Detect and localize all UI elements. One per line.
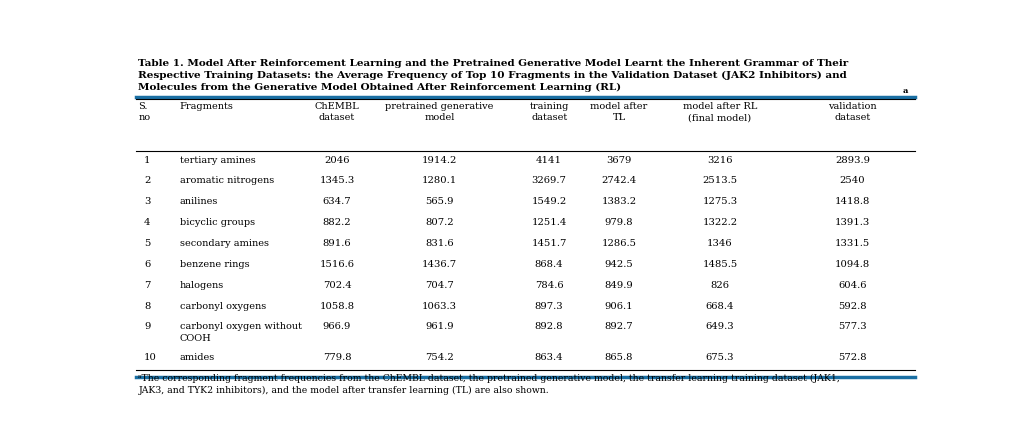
- Text: 8: 8: [144, 301, 151, 310]
- Text: 979.8: 979.8: [605, 218, 633, 227]
- Text: 1391.3: 1391.3: [835, 218, 870, 227]
- Text: 868.4: 868.4: [535, 260, 564, 269]
- Text: 649.3: 649.3: [705, 322, 734, 332]
- Text: 1383.2: 1383.2: [602, 197, 637, 206]
- Text: 1549.2: 1549.2: [532, 197, 567, 206]
- Text: 634.7: 634.7: [323, 197, 352, 206]
- Text: 831.6: 831.6: [425, 239, 454, 248]
- Text: 1094.8: 1094.8: [835, 260, 870, 269]
- Text: 1058.8: 1058.8: [320, 301, 355, 310]
- Text: 1345.3: 1345.3: [320, 176, 355, 185]
- Text: training
dataset: training dataset: [530, 102, 569, 123]
- Text: S.
no: S. no: [138, 102, 151, 123]
- Text: 6: 6: [144, 260, 151, 269]
- Text: 1451.7: 1451.7: [531, 239, 567, 248]
- Text: 3679: 3679: [607, 156, 631, 165]
- Text: 892.8: 892.8: [535, 322, 564, 332]
- Text: model after RL
(final model): model after RL (final model): [683, 102, 757, 123]
- Text: 5: 5: [144, 239, 151, 248]
- Text: 1485.5: 1485.5: [702, 260, 738, 269]
- Text: 1914.2: 1914.2: [422, 156, 457, 165]
- Text: 604.6: 604.6: [838, 281, 867, 290]
- Text: bicyclic groups: bicyclic groups: [179, 218, 255, 227]
- Text: carbonyl oxygens: carbonyl oxygens: [179, 301, 266, 310]
- Text: 10: 10: [144, 353, 157, 362]
- Text: 9: 9: [144, 322, 151, 332]
- Text: 1322.2: 1322.2: [702, 218, 738, 227]
- Text: carbonyl oxygen without
COOH: carbonyl oxygen without COOH: [179, 322, 301, 343]
- Text: aromatic nitrogens: aromatic nitrogens: [179, 176, 274, 185]
- Text: 2893.9: 2893.9: [835, 156, 870, 165]
- Text: 2540: 2540: [839, 176, 865, 185]
- Text: 668.4: 668.4: [705, 301, 734, 310]
- Text: 2513.5: 2513.5: [702, 176, 738, 185]
- Text: 1275.3: 1275.3: [702, 197, 738, 206]
- Text: 1251.4: 1251.4: [531, 218, 567, 227]
- Text: 702.4: 702.4: [323, 281, 352, 290]
- Text: 849.9: 849.9: [605, 281, 633, 290]
- Text: 865.8: 865.8: [605, 353, 633, 362]
- Text: 961.9: 961.9: [425, 322, 454, 332]
- Text: 4141: 4141: [536, 156, 562, 165]
- Text: 3: 3: [144, 197, 151, 206]
- Text: anilines: anilines: [179, 197, 218, 206]
- Text: 966.9: 966.9: [323, 322, 352, 332]
- Text: 3216: 3216: [707, 156, 733, 165]
- Text: 807.2: 807.2: [425, 218, 454, 227]
- Text: 1436.7: 1436.7: [422, 260, 457, 269]
- Text: 592.8: 592.8: [838, 301, 867, 310]
- Text: 1346: 1346: [707, 239, 733, 248]
- Text: halogens: halogens: [179, 281, 224, 290]
- Text: 1331.5: 1331.5: [835, 239, 870, 248]
- Text: 891.6: 891.6: [323, 239, 352, 248]
- Text: 779.8: 779.8: [323, 353, 352, 362]
- Text: 1286.5: 1286.5: [602, 239, 637, 248]
- Text: benzene rings: benzene rings: [179, 260, 249, 269]
- Text: 1280.1: 1280.1: [422, 176, 457, 185]
- Text: 4: 4: [144, 218, 151, 227]
- Text: model after
TL: model after TL: [590, 102, 648, 123]
- Text: amides: amides: [179, 353, 215, 362]
- Text: 1063.3: 1063.3: [422, 301, 457, 310]
- Text: 863.4: 863.4: [535, 353, 564, 362]
- Text: Fragments: Fragments: [179, 102, 234, 111]
- Text: 2: 2: [144, 176, 151, 185]
- Text: 1418.8: 1418.8: [835, 197, 870, 206]
- Text: 784.6: 784.6: [535, 281, 564, 290]
- Text: validation
dataset: validation dataset: [828, 102, 877, 123]
- Text: 826: 826: [710, 281, 730, 290]
- Text: 1516.6: 1516.6: [320, 260, 355, 269]
- Text: 882.2: 882.2: [323, 218, 352, 227]
- Text: 577.3: 577.3: [838, 322, 867, 332]
- Text: ᵃThe corresponding fragment frequencies from the ChEMBL dataset, the pretrained : ᵃThe corresponding fragment frequencies …: [138, 374, 840, 395]
- Text: 3269.7: 3269.7: [532, 176, 567, 185]
- Text: a: a: [902, 87, 908, 95]
- Text: 2742.4: 2742.4: [602, 176, 637, 185]
- Text: 897.3: 897.3: [535, 301, 564, 310]
- Text: 754.2: 754.2: [425, 353, 454, 362]
- Text: 2046: 2046: [324, 156, 350, 165]
- Text: 704.7: 704.7: [425, 281, 454, 290]
- Text: 1: 1: [144, 156, 151, 165]
- Text: 942.5: 942.5: [605, 260, 633, 269]
- Text: tertiary amines: tertiary amines: [179, 156, 255, 165]
- Text: 565.9: 565.9: [425, 197, 454, 206]
- Text: 906.1: 906.1: [605, 301, 633, 310]
- Text: 892.7: 892.7: [605, 322, 633, 332]
- Text: 675.3: 675.3: [705, 353, 734, 362]
- Text: ChEMBL
dataset: ChEMBL dataset: [315, 102, 360, 123]
- Text: Table 1. Model After Reinforcement Learning and the Pretrained Generative Model : Table 1. Model After Reinforcement Learn…: [138, 59, 849, 92]
- Text: secondary amines: secondary amines: [179, 239, 269, 248]
- Text: 572.8: 572.8: [838, 353, 867, 362]
- Text: pretrained generative
model: pretrained generative model: [385, 102, 494, 123]
- Text: 7: 7: [144, 281, 151, 290]
